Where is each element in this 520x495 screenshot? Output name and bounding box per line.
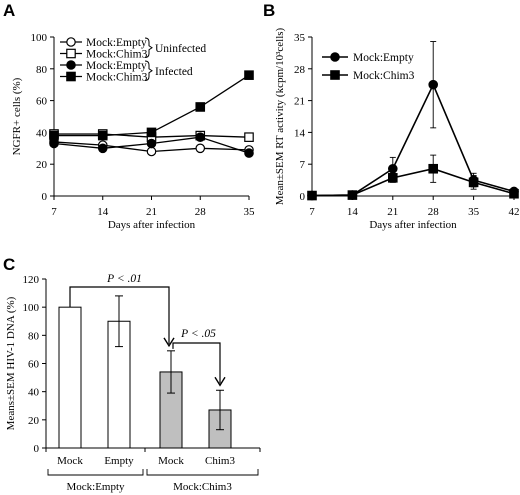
y-tick-label: 21 (294, 96, 305, 108)
x-category-label: Chim3 (205, 455, 235, 467)
data-point (195, 143, 206, 154)
y-axis-title: Means±SEM HIV-1 DNA (%) (5, 296, 17, 430)
data-point (388, 173, 398, 183)
legend-label: Mock:Chim3 (353, 70, 415, 82)
data-point (97, 130, 108, 141)
legend-brace (144, 37, 153, 58)
legend-marker (66, 60, 76, 70)
legend-label: Mock:Empty (86, 60, 147, 72)
x-tick-label: 7 (51, 206, 57, 218)
legend-label: Mock:Chim3 (86, 72, 148, 84)
y-tick-label: 60 (36, 96, 48, 108)
data-point (49, 130, 59, 141)
y-tick-label: 20 (28, 415, 40, 427)
y-tick-label: 0 (42, 191, 48, 203)
x-axis-title: Days after infection (369, 219, 457, 231)
y-tick-label: 80 (36, 64, 48, 76)
y-tick-label: 0 (34, 443, 40, 455)
panel-letter-b: B (263, 1, 275, 20)
legend-label: Mock:Empty (353, 52, 414, 64)
x-tick-label: 14 (97, 206, 109, 218)
y-tick-label: 100 (23, 302, 40, 314)
x-category-label: Empty (104, 455, 134, 467)
group-bracket (146, 469, 259, 476)
data-point (146, 138, 157, 149)
y-tick-label: 28 (294, 64, 306, 76)
data-point (195, 132, 206, 142)
significance-arrowhead (214, 376, 226, 387)
x-tick-label: 35 (468, 206, 480, 218)
series-line (311, 167, 515, 197)
data-point (244, 132, 254, 142)
legend-marker (330, 70, 340, 80)
bar (58, 306, 82, 449)
x-tick-label: 35 (244, 206, 256, 218)
y-tick-label: 100 (31, 32, 48, 44)
data-point (146, 146, 157, 157)
y-tick-label: 0 (300, 191, 306, 203)
y-axis-title: NGFR+ cells (%) (11, 77, 23, 155)
significance-bracket (69, 286, 170, 344)
series-line (311, 82, 515, 197)
group-label: Mock:Empty (66, 481, 125, 493)
y-tick-label: 35 (294, 32, 306, 44)
y-tick-label: 120 (23, 274, 40, 286)
x-tick-label: 28 (195, 206, 207, 218)
x-category-label: Mock (57, 455, 83, 467)
data-point (195, 102, 206, 112)
y-tick-label: 40 (36, 127, 48, 139)
data-point (509, 188, 519, 199)
y-tick-label: 60 (28, 359, 40, 371)
p-value-label: P < .05 (180, 328, 216, 340)
legend-label: Mock:Chim3 (86, 49, 148, 61)
legend-marker (66, 71, 76, 82)
legend-group-label: Infected (155, 66, 193, 78)
series-line (54, 74, 250, 137)
group-bracket (47, 469, 144, 476)
chart-c: 0 20 40 60 80 100 120 Mock Empty Mock Chim3 Mock:Em… (5, 273, 261, 493)
y-axis-title: Mean±SEM RT activity (kcpm/10³cells) (274, 27, 286, 205)
data-point (347, 190, 358, 200)
data-point (97, 143, 108, 154)
x-tick-label: 21 (146, 206, 157, 218)
legend-marker (330, 52, 340, 62)
x-category-label: Mock (158, 455, 184, 467)
data-point (468, 177, 479, 188)
legend-marker (66, 37, 76, 47)
panel-letter-c: C (3, 255, 15, 274)
legend-label: Mock:Empty (86, 37, 147, 49)
data-point (307, 190, 317, 201)
significance-arrowhead (163, 337, 175, 348)
p-value-label: P < .01 (106, 273, 142, 285)
data-point (244, 148, 254, 158)
x-axis-title: Days after infection (108, 219, 196, 231)
legend-brace (144, 60, 153, 81)
data-point (244, 70, 254, 80)
x-tick-label: 21 (387, 206, 398, 218)
x-tick-label: 7 (309, 206, 315, 218)
data-point (428, 79, 438, 90)
data-point (49, 138, 59, 149)
legend-marker (66, 48, 76, 59)
y-tick-label: 80 (28, 330, 40, 342)
data-point (387, 163, 398, 174)
y-tick-label: 7 (300, 159, 306, 171)
group-label: Mock:Chim3 (173, 481, 232, 493)
panel-letter-a: A (3, 1, 15, 20)
legend-group-label: Uninfected (155, 43, 206, 55)
chart-a: 0 20 40 60 80 100 7 14 21 28 35 Days after infectio… (11, 32, 255, 231)
y-tick-label: 20 (36, 159, 48, 171)
significance-bracket (172, 342, 221, 384)
y-tick-label: 40 (28, 387, 40, 399)
x-tick-label: 28 (428, 206, 440, 218)
y-tick-label: 14 (294, 127, 306, 139)
data-point (428, 163, 438, 174)
data-point (146, 127, 157, 138)
x-tick-label: 14 (347, 206, 359, 218)
x-tick-label: 42 (509, 206, 520, 218)
